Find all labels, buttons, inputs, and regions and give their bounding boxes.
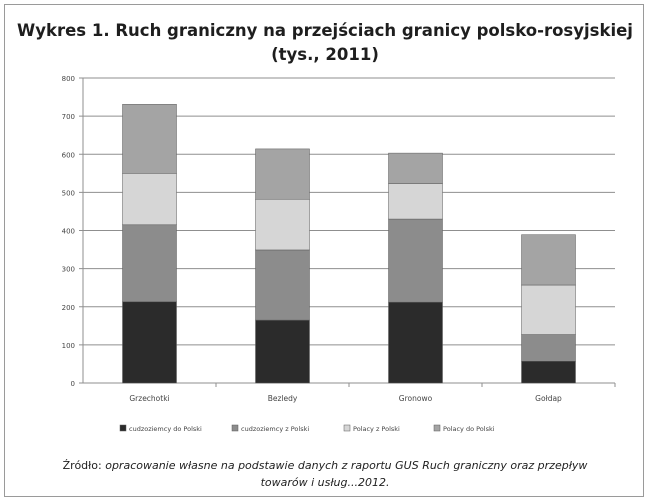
chart-title-line-2: (tys., 2011) (271, 45, 379, 64)
y-tick-label: 600 (62, 151, 75, 159)
stacked-bar-chart: 0 100 200 300 400 500 600 700 800 Grzechotki Bezle… (62, 75, 616, 433)
legend-label: cudzoziemcy z Polski (241, 425, 309, 433)
bar-segment (122, 173, 177, 226)
y-tick-label: 800 (62, 75, 75, 83)
bar-segment (388, 152, 443, 184)
bar-segment (388, 301, 443, 384)
bar-segment (521, 361, 576, 384)
legend-swatch (231, 424, 239, 432)
bar-segment (521, 284, 576, 335)
y-tick-label: 700 (62, 113, 75, 121)
chart-title-line-1: Wykres 1. Ruch graniczny na przejściach … (17, 21, 633, 40)
y-tick-label: 300 (62, 266, 75, 274)
y-tick-label: 500 (62, 189, 75, 197)
y-tick-label: 400 (62, 228, 75, 236)
bar-segment (122, 224, 177, 303)
legend-swatch (343, 424, 351, 432)
bar-segment (255, 148, 310, 200)
source-note: Źródło: opracowanie własne na podstawie … (5, 457, 645, 491)
y-tick-label: 200 (62, 304, 75, 312)
source-label: Źródło: (62, 459, 102, 472)
chart-figure: Wykres 1. Ruch graniczny na przejściach … (4, 4, 644, 497)
legend-label: cudzoziemcy do Polski (129, 425, 202, 433)
bar-segment (122, 104, 177, 174)
source-text-line-1: opracowanie własne na podstawie danych z… (105, 459, 588, 472)
x-tick-label: Gronowo (399, 394, 433, 403)
bar-segment (521, 334, 576, 362)
x-tick-label: Bezledy (268, 394, 298, 403)
bar-segment (388, 183, 443, 220)
bar-segment (255, 198, 310, 251)
legend-swatch (119, 424, 127, 432)
legend-label: Polacy do Polski (443, 425, 495, 433)
bar-segment (122, 301, 177, 384)
bar-segment (255, 249, 310, 321)
x-tick-label: Gołdap (535, 394, 562, 403)
legend-label: Polacy z Polski (353, 425, 400, 433)
bar-segment (388, 218, 443, 303)
bar-segment (255, 319, 310, 384)
legend-swatch (433, 424, 441, 432)
source-text-line-2: towarów i usług...2012. (260, 476, 390, 489)
x-tick-label: Grzechotki (129, 394, 169, 403)
bar-segment (521, 234, 576, 286)
chart-title: Wykres 1. Ruch graniczny na przejściach … (5, 19, 645, 67)
y-tick-label: 100 (62, 342, 75, 350)
y-tick-label: 0 (71, 380, 75, 388)
